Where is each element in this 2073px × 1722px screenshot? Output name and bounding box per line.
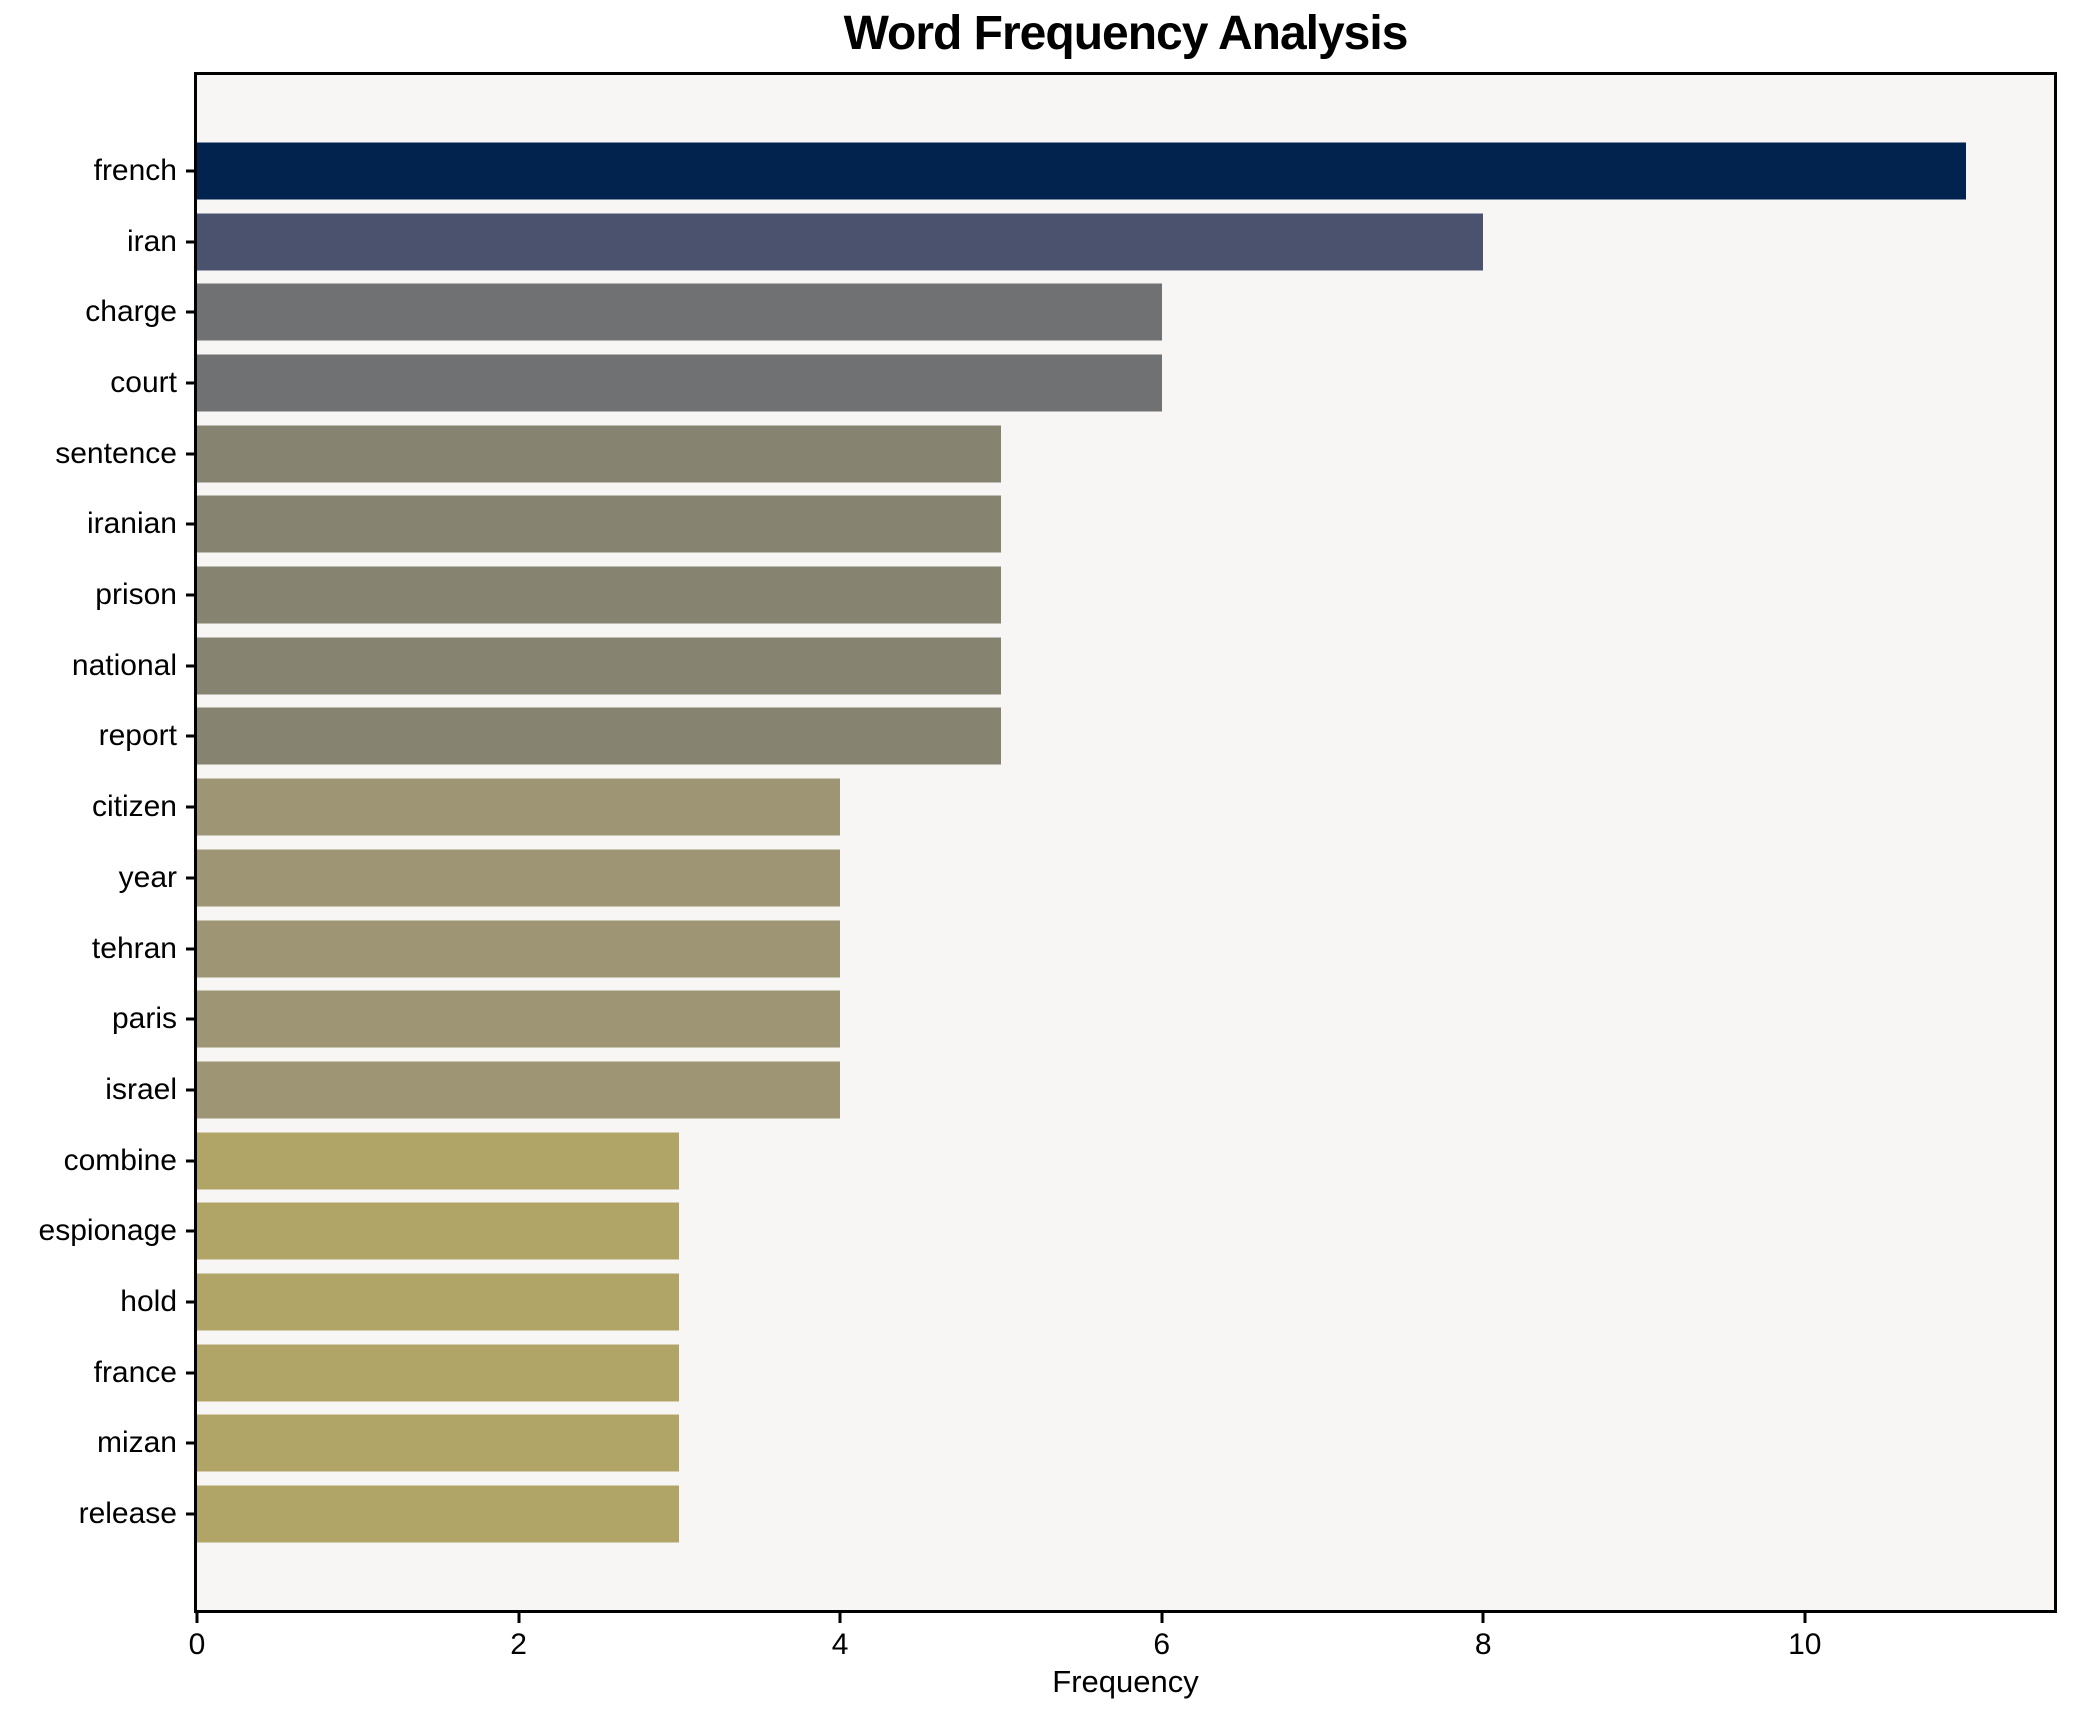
x-tick-mark [1803,1613,1807,1623]
bar-row: french [94,136,2054,207]
y-tick-mark [186,1017,194,1021]
bar-row: paris [112,984,2054,1055]
y-tick-label: year [118,860,177,894]
bar-row: report [99,701,2054,772]
y-tick-mark [186,522,194,526]
y-tick-label: espionage [38,1214,177,1248]
bar-row: mizan [97,1408,2054,1479]
bar [197,1485,680,1543]
y-tick-label: iran [126,224,177,258]
y-tick-mark [186,381,194,385]
bar [197,920,841,978]
bar [197,1061,841,1119]
y-tick-label: national [71,648,177,682]
x-tick-label: 8 [1474,1628,1492,1661]
x-tick-label: 2 [510,1628,527,1661]
y-tick-label: report [98,719,177,753]
x-tick-mark [195,1613,199,1623]
y-tick-mark [186,169,194,173]
y-tick-mark [186,664,194,668]
bar-row: espionage [39,1196,2054,1267]
bar [197,990,841,1048]
bar [197,142,1966,200]
bar-row: national [72,630,2054,701]
bar [197,849,841,907]
bar-row: court [110,348,2054,419]
bar-row: combine [64,1125,2054,1196]
y-tick-mark [186,452,194,456]
y-tick-mark [186,734,194,738]
bar [197,354,1162,412]
bar [197,707,1001,765]
bar-row: charge [85,277,2054,348]
bar [197,283,1162,341]
bar-row: sentence [55,418,2054,489]
bar-row: year [119,843,2054,914]
y-tick-label: french [93,153,177,187]
x-tick-label: 0 [188,1628,206,1661]
bar [197,1414,680,1472]
x-tick-label: 10 [1788,1628,1822,1661]
y-tick-mark [186,310,194,314]
y-tick-label: court [110,366,177,400]
y-tick-label: citizen [91,790,177,824]
y-tick-mark [186,1229,194,1233]
y-tick-label: sentence [55,436,177,470]
y-tick-mark [186,1441,194,1445]
y-tick-label: prison [95,578,177,612]
x-tick-mark [838,1613,842,1623]
bar [197,1132,680,1190]
y-tick-mark [186,240,194,244]
bar-row: citizen [92,772,2054,843]
bar-row: tehran [92,913,2054,984]
y-tick-mark [186,805,194,809]
bar [197,1273,680,1331]
bar [197,425,1001,483]
x-tick-label: 4 [831,1628,849,1661]
bar [197,778,841,836]
y-tick-label: paris [111,1002,177,1036]
y-tick-label: charge [85,295,177,329]
x-axis-label: Frequency [1052,1664,1199,1699]
y-tick-label: iranian [86,507,177,541]
y-tick-mark [186,1159,194,1163]
bar [197,213,1484,271]
bar-row: iran [127,206,2054,277]
x-tick-label: 6 [1153,1628,1171,1661]
y-tick-label: hold [120,1284,177,1318]
y-tick-label: france [93,1355,177,1389]
y-tick-mark [186,1088,194,1092]
y-tick-mark [186,1512,194,1516]
bars-container: french iran charge court sentence iranian pris… [39,75,2054,1610]
y-tick-label: combine [63,1143,177,1177]
y-tick-label: israel [105,1072,177,1106]
bar [197,637,1001,695]
bar [197,566,1001,624]
chart-title: Word Frequency Analysis [843,7,1409,60]
y-tick-mark [186,876,194,880]
bar [197,1344,680,1402]
bar-row: iranian [87,489,2054,560]
x-tick-mark [517,1613,521,1623]
y-tick-mark [186,1300,194,1304]
y-tick-mark [186,1371,194,1375]
bar-row: israel [105,1055,2054,1126]
y-tick-mark [186,593,194,597]
x-tick-mark [1160,1613,1164,1623]
bar-row: france [94,1337,2054,1408]
bar [197,495,1001,553]
bar-row: hold [120,1267,2054,1338]
plot-area: french iran charge court sentence iranian pris… [39,72,2057,1661]
bar [197,1202,680,1260]
y-tick-label: mizan [96,1426,177,1460]
x-tick-mark [1481,1613,1485,1623]
y-tick-mark [186,947,194,951]
y-tick-label: release [78,1497,177,1531]
bar-row: release [79,1479,2054,1550]
bar-row: prison [95,560,2054,631]
y-tick-label: tehran [91,931,177,965]
